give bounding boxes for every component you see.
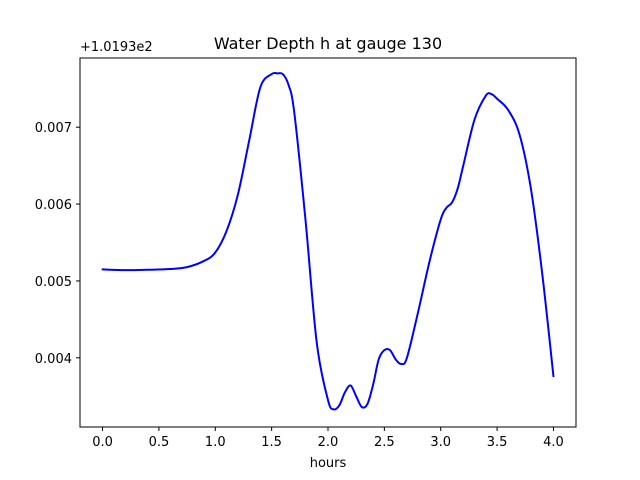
y-tick-label: 0.005 (35, 275, 72, 290)
x-axis-label: hours (310, 456, 347, 471)
x-tick-label: 1.5 (261, 435, 282, 450)
y-tick-label: 0.007 (35, 121, 72, 136)
x-tick-label: 0.0 (92, 435, 113, 450)
y-tick-label: 0.006 (35, 198, 72, 213)
x-tick-label: 4.0 (543, 435, 564, 450)
x-tick-label: 3.0 (430, 435, 451, 450)
plot-frame (79, 57, 577, 428)
x-axis-ticks: 0.0 0.5 1.0 1.5 2.0 2.5 3.0 3.5 4.0 (92, 427, 564, 450)
y-offset-label: +1.0193e2 (80, 40, 153, 55)
x-tick-label: 0.5 (149, 435, 170, 450)
y-tick-label: 0.004 (35, 352, 72, 367)
x-tick-label: 1.0 (205, 435, 226, 450)
series-line (101, 71, 555, 411)
x-tick-label: 2.0 (318, 435, 339, 450)
y-axis-ticks: 0.004 0.005 0.006 0.007 (35, 121, 80, 367)
chart-title: Water Depth h at gauge 130 (214, 34, 442, 53)
x-tick-label: 3.5 (487, 435, 508, 450)
x-tick-label: 2.5 (374, 435, 395, 450)
